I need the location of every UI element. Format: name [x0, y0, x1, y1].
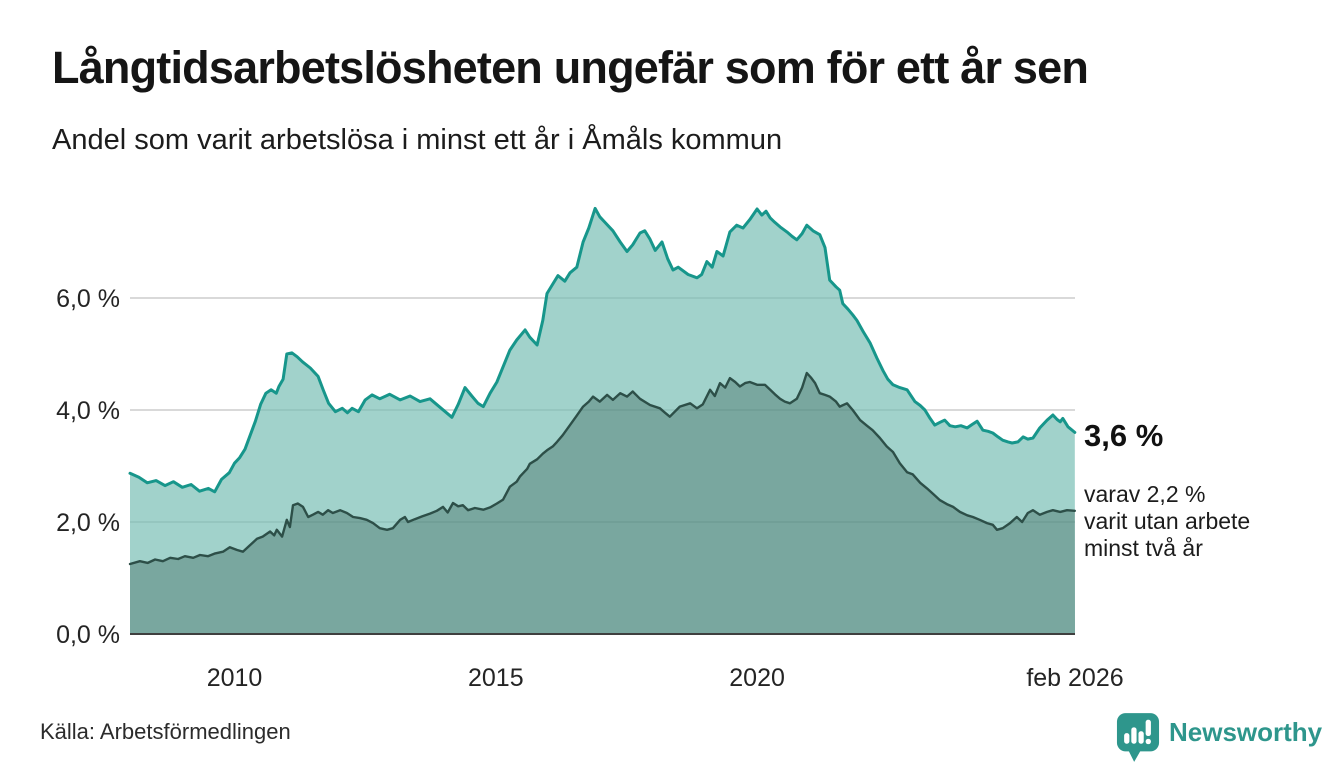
subtext-line: varav 2,2 %	[1084, 481, 1206, 507]
exclamation-icon	[1145, 719, 1151, 737]
subtext-line: varit utan arbete	[1084, 508, 1251, 534]
source-attribution: Källa: Arbetsförmedlingen	[40, 719, 291, 744]
line-total-unemployed	[128, 206, 1077, 494]
latest-value-label: 3,6 %	[1084, 418, 1164, 453]
area-two-years-unemployed	[130, 373, 1075, 634]
area-total-unemployed	[130, 208, 1075, 634]
exclamation-dot-icon	[1145, 738, 1151, 745]
page-title: Långtidsarbetslösheten ungefär som för e…	[52, 42, 1089, 93]
x-axis-tick-label: feb 2026	[1026, 664, 1123, 692]
subtext-line: minst två år	[1084, 535, 1203, 561]
y-axis-tick-label: 2,0 %	[56, 509, 120, 537]
y-axis-tick-label: 0,0 %	[56, 621, 120, 649]
bar-icon	[1138, 731, 1144, 744]
page-subtitle: Andel som varit arbetslösa i minst ett å…	[52, 124, 783, 156]
x-axis-tick-label: 2010	[207, 664, 263, 692]
brand-name: Newsworthy	[1169, 717, 1323, 747]
bar-icon	[1131, 727, 1137, 744]
newsworthy-brand: Newsworthy	[1116, 712, 1322, 762]
bar-icon	[1124, 733, 1130, 744]
latest-value-subtext: varav 2,2 % varit utan arbete minst två …	[1084, 481, 1250, 562]
y-axis-tick-label: 4,0 %	[56, 397, 120, 425]
y-axis-tick-label: 6,0 %	[56, 285, 120, 313]
x-axis-tick-label: 2015	[468, 664, 524, 692]
newsworthy-logo-icon	[1116, 713, 1160, 762]
line-two-years-unemployed	[128, 371, 1076, 566]
x-axis-tick-label: 2020	[729, 664, 785, 692]
